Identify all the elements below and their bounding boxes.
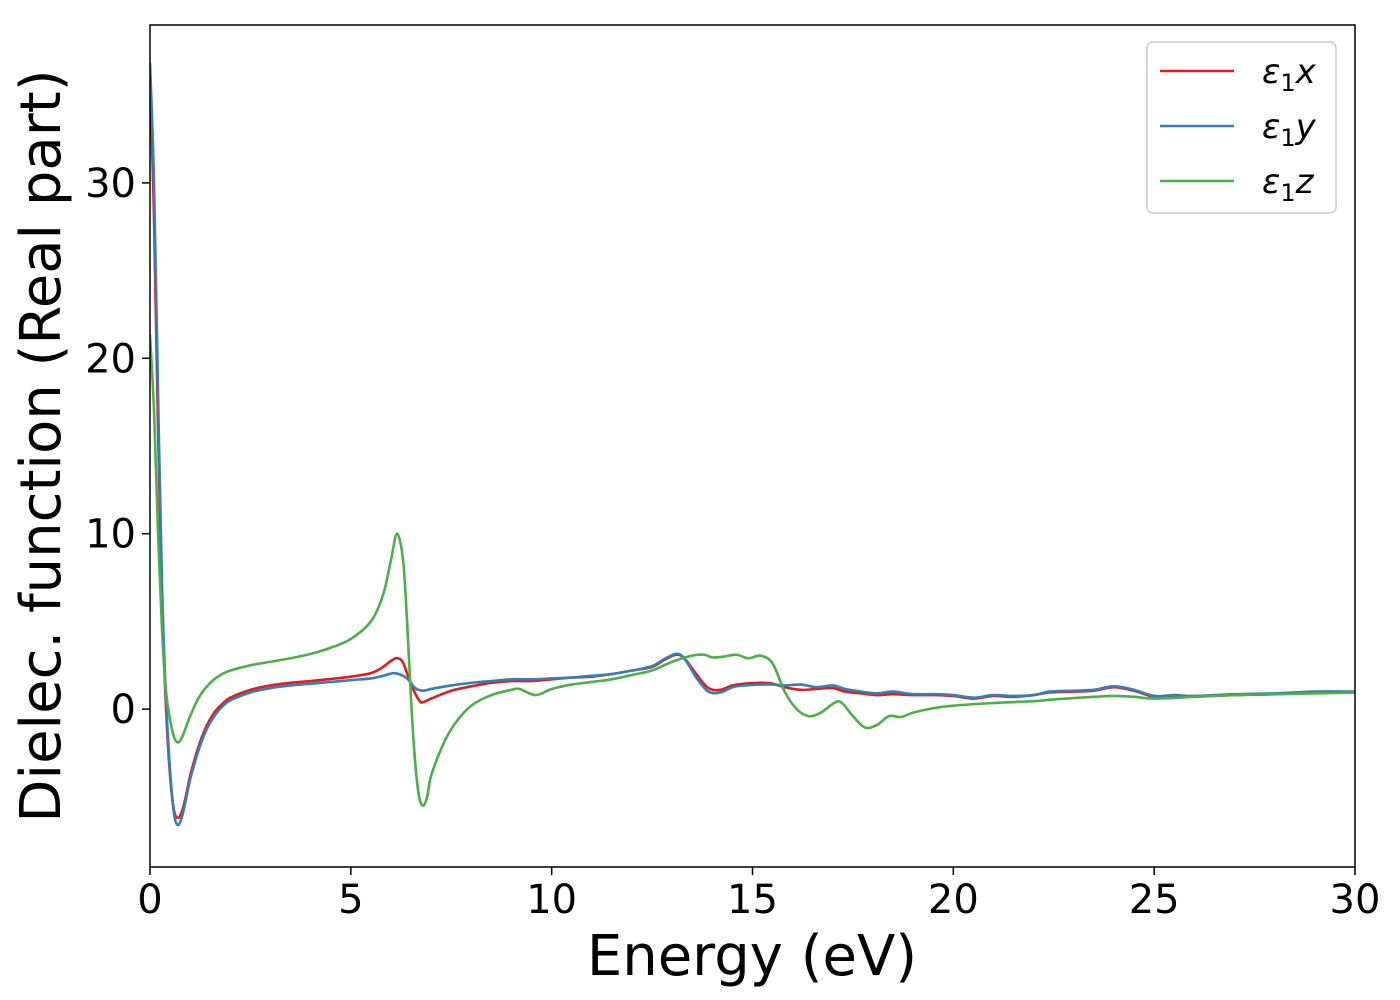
series-layer <box>150 62 1355 827</box>
x-tick-label: 15 <box>727 877 778 923</box>
x-tick-label: 25 <box>1129 877 1180 923</box>
x-axis-ticks: 0 5 10 15 20 25 30 <box>137 867 1380 923</box>
y-axis-label: Dielec. function (Real part) <box>9 69 74 822</box>
legend: ε1x ε1y ε1z <box>1146 41 1337 214</box>
x-tick-label: 5 <box>338 877 363 923</box>
legend-box <box>1146 41 1337 214</box>
x-tick-label: 30 <box>1330 877 1381 923</box>
series-line-z <box>150 334 1355 807</box>
x-tick-label: 10 <box>526 877 577 923</box>
legend-label-y: ε1y <box>1262 107 1317 152</box>
legend-label-x: ε1x <box>1262 52 1317 97</box>
x-tick-label: 20 <box>928 877 979 923</box>
y-axis-ticks: 0 10 20 30 <box>85 161 150 733</box>
y-tick-label: 30 <box>85 161 136 207</box>
y-tick-label: 20 <box>85 336 136 382</box>
x-tick-label: 0 <box>137 877 162 923</box>
x-axis-label: Energy (eV) <box>587 924 917 989</box>
series-line-y <box>150 62 1355 827</box>
legend-label-z: ε1z <box>1262 162 1315 207</box>
y-tick-label: 10 <box>85 512 136 558</box>
y-tick-label: 0 <box>111 687 136 733</box>
